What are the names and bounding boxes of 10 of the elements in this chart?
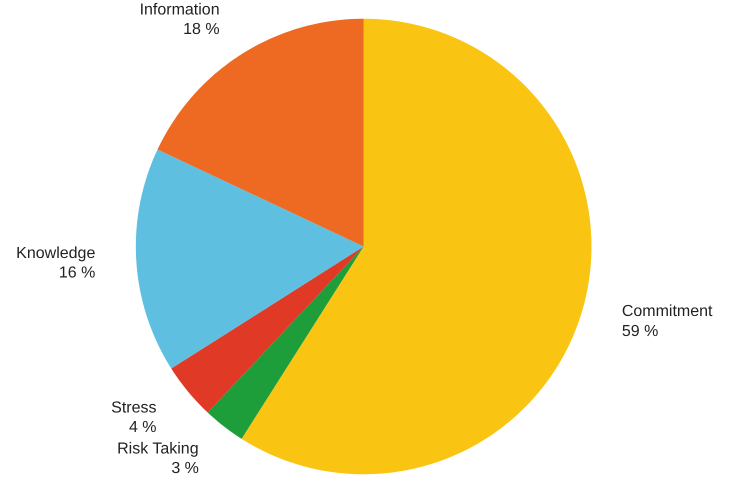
data-label: 3 % xyxy=(171,460,199,478)
data-label: 16 % xyxy=(58,264,96,282)
slice-label: Stress xyxy=(111,400,157,417)
slice-label: Information xyxy=(140,1,220,18)
data-label: 18 % xyxy=(183,20,220,38)
data-label: 4 % xyxy=(128,419,157,436)
slice-label: Commitment xyxy=(622,303,714,320)
slice-label: Knowledge xyxy=(16,245,96,262)
data-label: 59 % xyxy=(622,322,658,340)
slice-label: Risk Taking xyxy=(117,440,199,458)
